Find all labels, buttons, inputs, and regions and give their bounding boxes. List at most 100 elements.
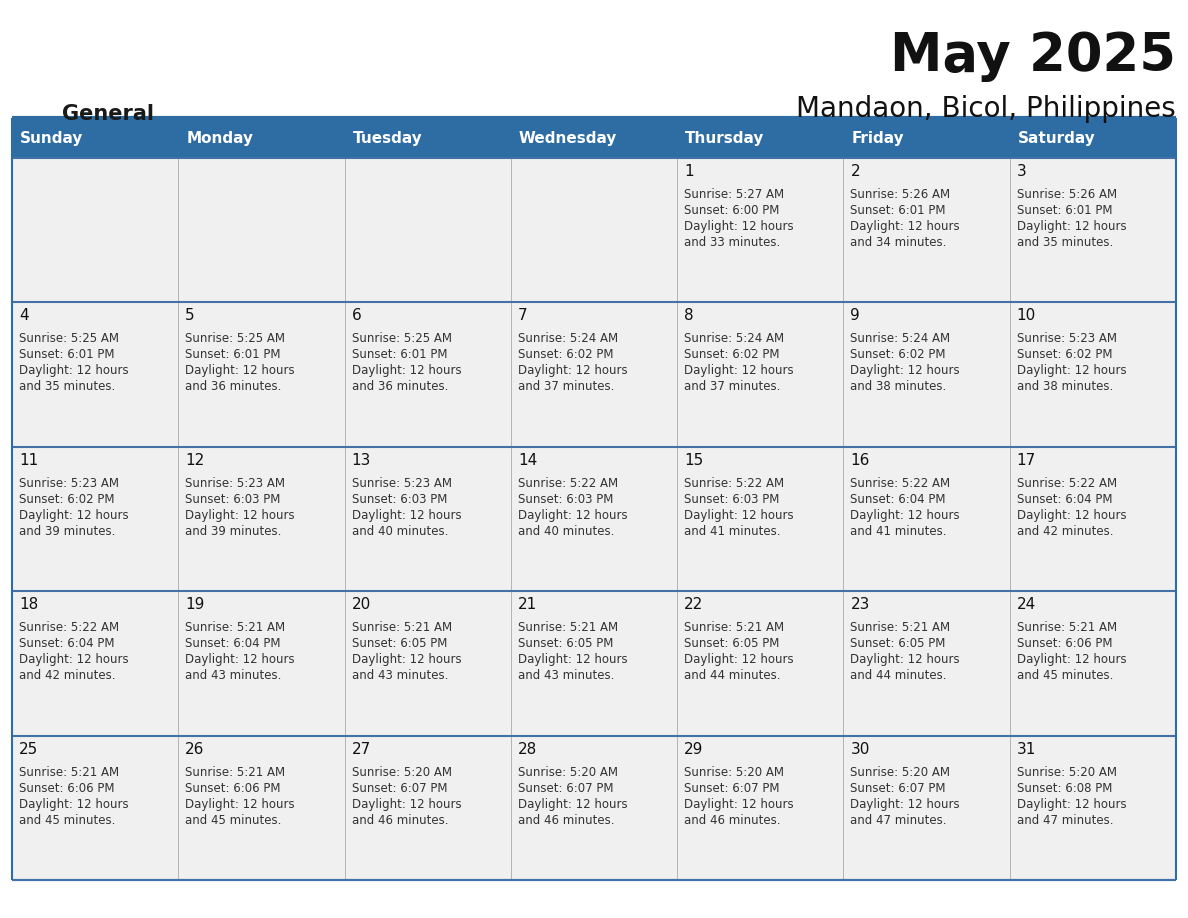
Text: and 36 minutes.: and 36 minutes. [352, 380, 448, 394]
Text: and 38 minutes.: and 38 minutes. [1017, 380, 1113, 394]
Text: Sunset: 6:06 PM: Sunset: 6:06 PM [1017, 637, 1112, 650]
Text: Sunset: 6:06 PM: Sunset: 6:06 PM [185, 781, 280, 795]
Bar [12, 735, 178, 880]
Bar [511, 447, 677, 591]
Text: 20: 20 [352, 598, 371, 612]
Text: Sunrise: 5:20 AM: Sunrise: 5:20 AM [684, 766, 784, 778]
Text: Sunrise: 5:21 AM: Sunrise: 5:21 AM [684, 621, 784, 634]
Text: 26: 26 [185, 742, 204, 756]
Bar [677, 447, 843, 591]
Text: 31: 31 [1017, 742, 1036, 756]
Text: 7: 7 [518, 308, 527, 323]
Text: 21: 21 [518, 598, 537, 612]
Text: Daylight: 12 hours: Daylight: 12 hours [1017, 798, 1126, 811]
Bar [677, 118, 843, 158]
Text: and 36 minutes.: and 36 minutes. [185, 380, 282, 394]
Text: 13: 13 [352, 453, 371, 468]
Text: and 40 minutes.: and 40 minutes. [518, 525, 614, 538]
Text: Sunset: 6:02 PM: Sunset: 6:02 PM [1017, 349, 1112, 362]
Text: Daylight: 12 hours: Daylight: 12 hours [851, 654, 960, 666]
Text: Sunrise: 5:20 AM: Sunrise: 5:20 AM [352, 766, 451, 778]
Text: and 44 minutes.: and 44 minutes. [684, 669, 781, 682]
Text: Sunrise: 5:23 AM: Sunrise: 5:23 AM [185, 476, 285, 490]
Text: Sunrise: 5:21 AM: Sunrise: 5:21 AM [851, 621, 950, 634]
Text: and 45 minutes.: and 45 minutes. [19, 813, 115, 826]
Bar [345, 158, 511, 302]
Text: and 43 minutes.: and 43 minutes. [185, 669, 282, 682]
Bar [178, 591, 345, 735]
Text: 15: 15 [684, 453, 703, 468]
Text: 18: 18 [19, 598, 38, 612]
Text: Sunset: 6:02 PM: Sunset: 6:02 PM [19, 493, 114, 506]
Text: Sunrise: 5:25 AM: Sunrise: 5:25 AM [185, 332, 285, 345]
Text: Daylight: 12 hours: Daylight: 12 hours [185, 654, 295, 666]
Text: Sunset: 6:01 PM: Sunset: 6:01 PM [1017, 204, 1112, 217]
Text: 14: 14 [518, 453, 537, 468]
Bar [677, 302, 843, 447]
Text: Sunrise: 5:22 AM: Sunrise: 5:22 AM [1017, 476, 1117, 490]
Text: Sunrise: 5:21 AM: Sunrise: 5:21 AM [352, 621, 451, 634]
Text: Sunset: 6:03 PM: Sunset: 6:03 PM [518, 493, 613, 506]
Bar [178, 447, 345, 591]
Text: and 39 minutes.: and 39 minutes. [19, 525, 115, 538]
Bar [677, 735, 843, 880]
Text: and 35 minutes.: and 35 minutes. [1017, 236, 1113, 249]
Text: Sunset: 6:07 PM: Sunset: 6:07 PM [851, 781, 946, 795]
Text: Sunrise: 5:22 AM: Sunrise: 5:22 AM [684, 476, 784, 490]
Bar [1010, 735, 1176, 880]
Text: 30: 30 [851, 742, 870, 756]
Text: Sunrise: 5:26 AM: Sunrise: 5:26 AM [1017, 188, 1117, 201]
Text: Daylight: 12 hours: Daylight: 12 hours [185, 509, 295, 521]
Text: Daylight: 12 hours: Daylight: 12 hours [684, 798, 794, 811]
Text: Daylight: 12 hours: Daylight: 12 hours [19, 798, 128, 811]
Text: Daylight: 12 hours: Daylight: 12 hours [19, 364, 128, 377]
Text: Sunset: 6:04 PM: Sunset: 6:04 PM [19, 637, 114, 650]
Text: Daylight: 12 hours: Daylight: 12 hours [684, 509, 794, 521]
Text: 5: 5 [185, 308, 195, 323]
Text: Sunset: 6:08 PM: Sunset: 6:08 PM [1017, 781, 1112, 795]
Text: May 2025: May 2025 [890, 30, 1176, 82]
Text: Daylight: 12 hours: Daylight: 12 hours [1017, 654, 1126, 666]
Text: Daylight: 12 hours: Daylight: 12 hours [851, 220, 960, 233]
Text: 3: 3 [1017, 164, 1026, 179]
Text: Daylight: 12 hours: Daylight: 12 hours [518, 654, 627, 666]
Text: and 42 minutes.: and 42 minutes. [1017, 525, 1113, 538]
Text: 23: 23 [851, 598, 870, 612]
Text: and 41 minutes.: and 41 minutes. [684, 525, 781, 538]
Text: and 33 minutes.: and 33 minutes. [684, 236, 781, 249]
Text: and 37 minutes.: and 37 minutes. [518, 380, 614, 394]
Bar [843, 735, 1010, 880]
Polygon shape [159, 116, 181, 138]
Text: Sunrise: 5:21 AM: Sunrise: 5:21 AM [1017, 621, 1117, 634]
Text: 22: 22 [684, 598, 703, 612]
Text: Sunset: 6:05 PM: Sunset: 6:05 PM [684, 637, 779, 650]
Text: Friday: Friday [852, 130, 904, 145]
Text: Daylight: 12 hours: Daylight: 12 hours [684, 220, 794, 233]
Text: Sunrise: 5:22 AM: Sunrise: 5:22 AM [19, 621, 119, 634]
Text: Tuesday: Tuesday [353, 130, 422, 145]
Bar [511, 158, 677, 302]
Bar [843, 302, 1010, 447]
Bar [345, 591, 511, 735]
Text: Saturday: Saturday [1018, 130, 1095, 145]
Bar [345, 735, 511, 880]
Text: Daylight: 12 hours: Daylight: 12 hours [851, 798, 960, 811]
Text: 6: 6 [352, 308, 361, 323]
Text: 25: 25 [19, 742, 38, 756]
Text: Sunday: Sunday [20, 130, 83, 145]
Text: Sunset: 6:07 PM: Sunset: 6:07 PM [684, 781, 779, 795]
Bar [12, 302, 178, 447]
Bar [345, 302, 511, 447]
Text: Daylight: 12 hours: Daylight: 12 hours [1017, 364, 1126, 377]
Text: Daylight: 12 hours: Daylight: 12 hours [851, 364, 960, 377]
Text: and 45 minutes.: and 45 minutes. [185, 813, 282, 826]
Text: and 45 minutes.: and 45 minutes. [1017, 669, 1113, 682]
Text: Sunset: 6:04 PM: Sunset: 6:04 PM [1017, 493, 1112, 506]
Text: Sunset: 6:04 PM: Sunset: 6:04 PM [185, 637, 280, 650]
Text: Daylight: 12 hours: Daylight: 12 hours [684, 364, 794, 377]
Text: 29: 29 [684, 742, 703, 756]
Bar [1010, 447, 1176, 591]
Text: Daylight: 12 hours: Daylight: 12 hours [851, 509, 960, 521]
Text: and 35 minutes.: and 35 minutes. [19, 380, 115, 394]
Text: and 42 minutes.: and 42 minutes. [19, 669, 115, 682]
